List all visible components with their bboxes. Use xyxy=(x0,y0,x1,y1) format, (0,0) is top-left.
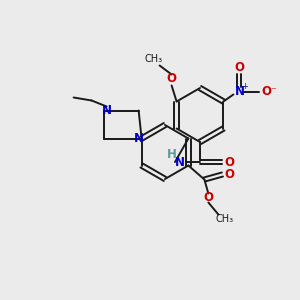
Text: +: + xyxy=(241,82,248,91)
Text: ⁻: ⁻ xyxy=(270,86,276,97)
Text: O: O xyxy=(224,168,234,181)
Text: N: N xyxy=(175,155,185,169)
Text: O: O xyxy=(234,61,244,74)
Text: N: N xyxy=(234,85,244,98)
Text: CH₃: CH₃ xyxy=(215,214,233,224)
Text: O: O xyxy=(261,85,272,98)
Text: O: O xyxy=(224,155,234,169)
Text: H: H xyxy=(167,148,177,160)
Text: O: O xyxy=(167,72,177,85)
Text: N: N xyxy=(134,132,144,145)
Text: CH₃: CH₃ xyxy=(145,55,163,64)
Text: O: O xyxy=(203,191,213,204)
Text: N: N xyxy=(102,104,112,117)
